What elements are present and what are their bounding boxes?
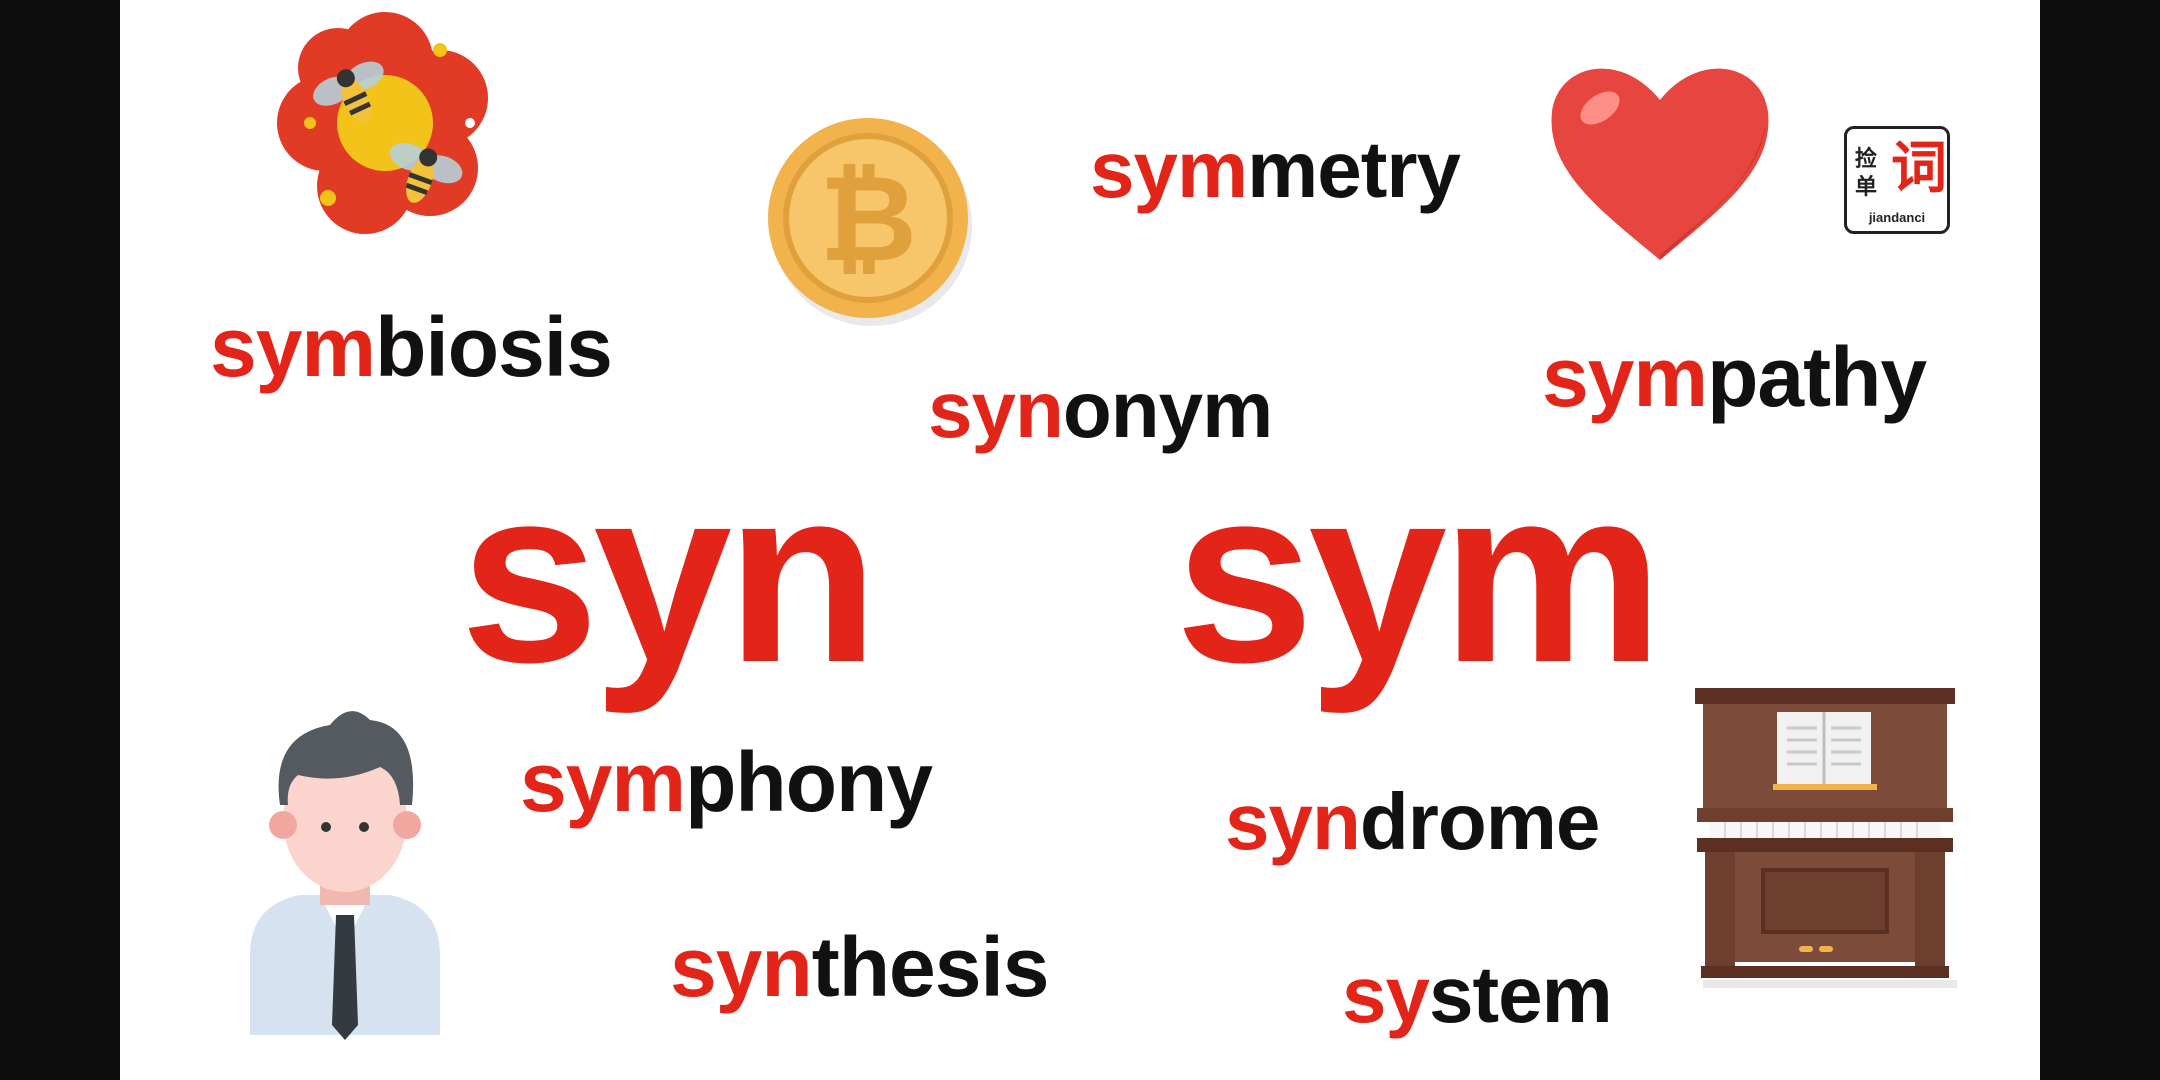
bitcoin-coin-icon: ₿ [768,118,972,326]
root-sym: sym [1175,435,1663,714]
businessman-icon [250,711,440,1040]
prefix: sy [1342,950,1430,1039]
prefix: syn [928,365,1064,454]
prefix: syn [1225,777,1361,866]
prefix: sym [210,300,376,394]
flower-with-bees-icon [277,12,488,234]
logo-char-3: 词 [1891,136,1947,201]
suffix: biosis [375,300,613,394]
prefix: sym [1542,330,1708,424]
suffix: pathy [1707,330,1927,424]
logo-char-2: 单 [1855,175,1878,200]
logo-pinyin: jiandanci [1868,210,1926,225]
word-syndrome: syndrome [1225,782,1600,862]
suffix: drome [1359,777,1600,866]
logo-char-1: 捡 [1855,147,1878,172]
suffix: stem [1428,950,1613,1039]
suffix: phony [685,735,933,829]
word-synonym: synonym [928,370,1273,450]
piano-icon [1695,688,1957,988]
word-synthesis: synthesis [670,925,1050,1009]
prefix: sym [520,735,686,829]
word-symphony: symphony [520,740,933,824]
prefix: sym [1090,125,1248,214]
word-symmetry: symmetry [1090,130,1461,210]
suffix: onym [1062,365,1273,454]
prefix: syn [670,920,813,1014]
slide: ₿ symmetry 捡 单 词 jiandanci symbiosis syn… [120,0,2040,1080]
suffix: thesis [811,920,1050,1014]
root-syn: syn [460,435,879,714]
word-system: system [1342,955,1613,1035]
jiandanci-logo: 捡 单 词 jiandanci [1844,126,1950,234]
suffix: metry [1247,125,1461,214]
heart-icon [1551,68,1769,260]
svg-text:₿: ₿ [819,150,917,289]
word-sympathy: sympathy [1542,335,1927,419]
word-symbiosis: symbiosis [210,305,613,389]
